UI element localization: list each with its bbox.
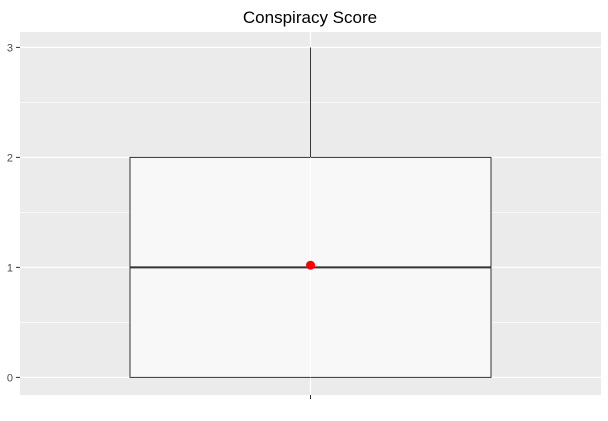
chart-title: Conspiracy Score bbox=[243, 8, 377, 27]
y-tick-label-2: 2 bbox=[7, 152, 13, 164]
plot-layer: 0 1 2 3 bbox=[7, 32, 601, 399]
mean-point bbox=[306, 260, 315, 270]
y-tick-label-3: 3 bbox=[7, 42, 13, 54]
y-tick-label-0: 0 bbox=[7, 372, 13, 384]
y-tick-label-1: 1 bbox=[7, 262, 13, 274]
